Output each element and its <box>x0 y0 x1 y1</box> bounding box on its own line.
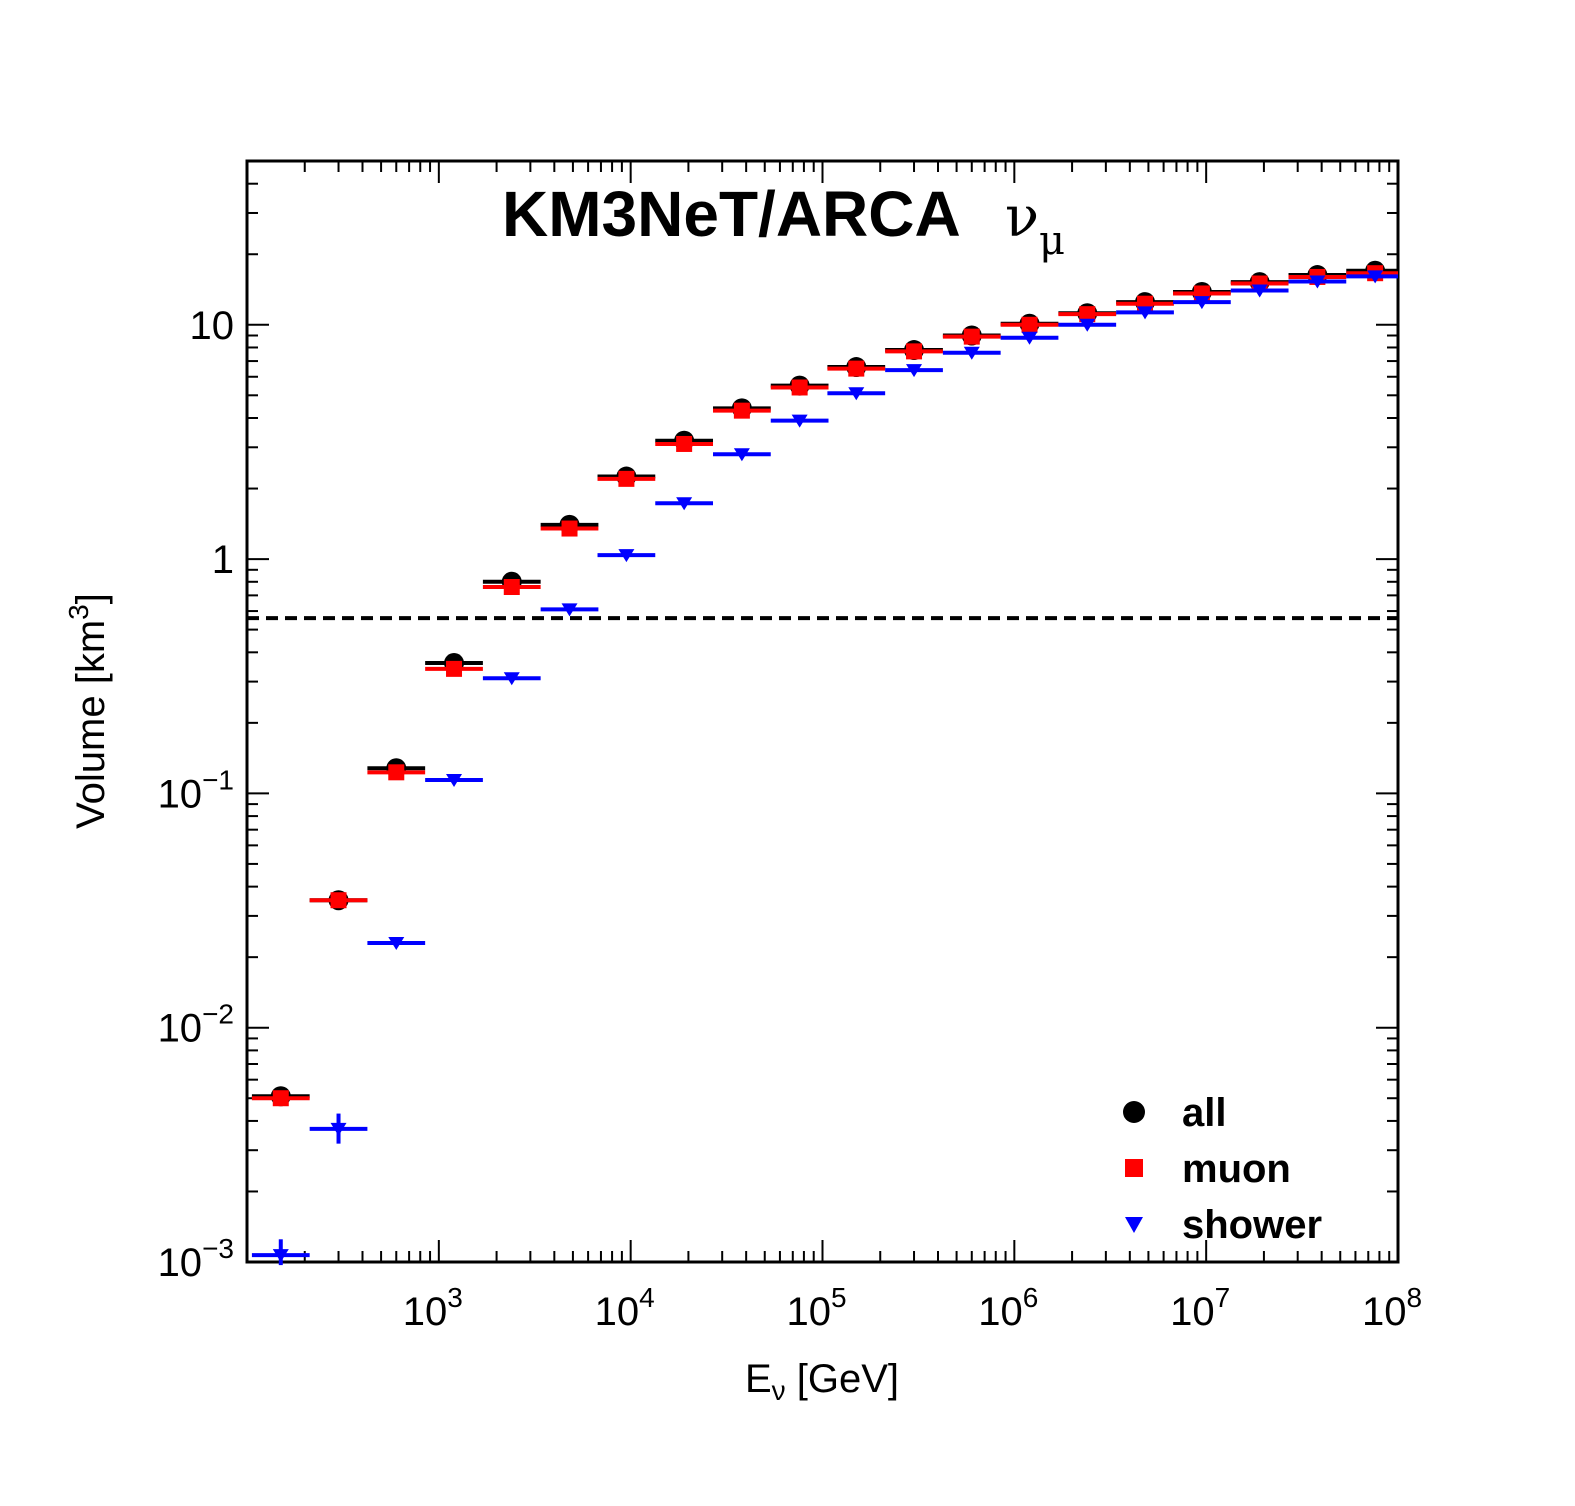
y-tick-label: 10−1 <box>158 764 234 816</box>
shower-point <box>1251 284 1268 298</box>
legend-marker-shower <box>1125 1217 1143 1233</box>
shower-point <box>1309 275 1326 289</box>
shower-point <box>1079 318 1096 332</box>
muon-point <box>1021 316 1038 333</box>
legend-marker-all <box>1123 1101 1145 1123</box>
series-muon <box>251 265 1398 1107</box>
x-tick-label: 107 <box>1170 1282 1230 1334</box>
shower-point <box>848 387 865 401</box>
chart-title-main: KM3NeT/ARCA <box>502 178 961 250</box>
x-tick-label: 103 <box>403 1282 463 1334</box>
y-tick-label: 10 <box>190 304 235 348</box>
legend-item-all: all <box>1123 1091 1226 1135</box>
y-tick-labels: 10−3 10−2 10−1 1 10 <box>158 304 234 1285</box>
shower-point <box>1193 296 1210 310</box>
shower-point <box>503 672 520 686</box>
legend-marker-muon <box>1125 1159 1143 1177</box>
shower-point <box>733 448 750 462</box>
shower-point <box>1137 306 1154 320</box>
muon-point <box>906 343 923 360</box>
data-layer <box>251 260 1398 1266</box>
y-tick-label: 1 <box>212 538 234 582</box>
legend: all muon shower <box>1123 1091 1322 1247</box>
shower-point <box>791 414 808 428</box>
y-axis-label: Volume [km3] <box>63 593 113 829</box>
shower-point <box>676 497 693 511</box>
shower-point <box>963 346 980 360</box>
series-shower <box>251 270 1398 1266</box>
x-tick-label: 104 <box>595 1282 655 1334</box>
muon-point <box>848 360 865 377</box>
shower-point <box>330 1122 347 1136</box>
shower-point <box>561 603 578 617</box>
muon-point <box>618 470 635 487</box>
legend-item-shower: shower <box>1125 1203 1322 1247</box>
chart-title: KM3NeT/ARCA <box>502 178 961 250</box>
x-axis-label-sub: ν <box>772 1375 786 1406</box>
x-tick-label: 105 <box>786 1282 846 1334</box>
legend-label-shower: shower <box>1182 1203 1322 1247</box>
legend-item-muon: muon <box>1125 1147 1291 1191</box>
muon-point <box>330 892 347 909</box>
chart-title-symbol-sub: μ <box>1039 218 1065 264</box>
shower-point <box>446 774 463 788</box>
muon-point <box>791 379 808 396</box>
x-axis-label: Eν [GeV] <box>745 1357 899 1406</box>
muon-point <box>561 520 578 537</box>
shower-point <box>1021 331 1038 345</box>
chart-title-symbol: νμ <box>1005 185 1065 264</box>
shower-point <box>388 936 405 950</box>
muon-point <box>388 764 405 781</box>
x-tick-label: 108 <box>1362 1282 1422 1334</box>
tick-marks <box>246 160 1399 1263</box>
shower-point <box>618 549 635 563</box>
shower-point <box>1367 270 1384 284</box>
legend-label-all: all <box>1182 1091 1226 1135</box>
muon-point <box>676 435 693 452</box>
muon-point <box>1079 306 1096 323</box>
y-axis-label-sup: 3 <box>63 604 94 620</box>
x-tick-labels: 103 104 105 106 107 108 <box>403 1282 1422 1334</box>
muon-point <box>963 328 980 345</box>
legend-label-muon: muon <box>1182 1147 1291 1191</box>
muon-point <box>503 579 520 596</box>
y-tick-label: 10−3 <box>158 1233 234 1285</box>
muon-point <box>733 402 750 419</box>
y-tick-label: 10−2 <box>158 999 234 1051</box>
shower-point <box>906 364 923 378</box>
shower-point <box>272 1249 289 1263</box>
muon-point <box>446 660 463 677</box>
muon-point <box>272 1090 289 1107</box>
x-tick-label: 106 <box>978 1282 1038 1334</box>
